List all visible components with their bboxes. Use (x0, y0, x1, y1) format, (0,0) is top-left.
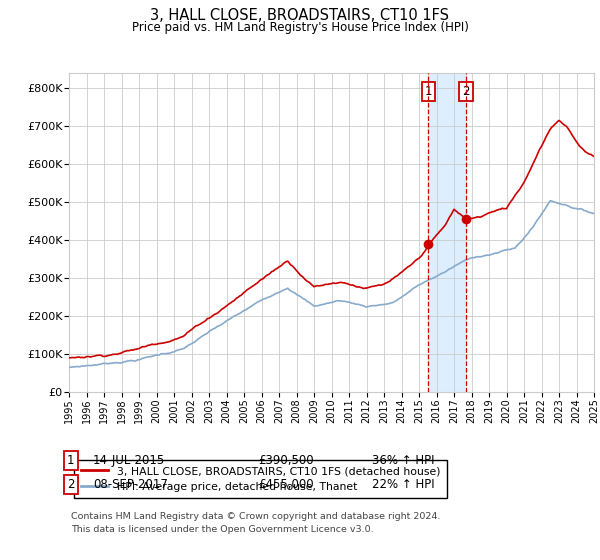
Text: 1: 1 (67, 454, 74, 467)
Text: 22% ↑ HPI: 22% ↑ HPI (372, 478, 434, 491)
Text: 3, HALL CLOSE, BROADSTAIRS, CT10 1FS: 3, HALL CLOSE, BROADSTAIRS, CT10 1FS (151, 8, 449, 24)
Text: Contains HM Land Registry data © Crown copyright and database right 2024.
This d: Contains HM Land Registry data © Crown c… (71, 512, 440, 534)
Text: £390,500: £390,500 (258, 454, 314, 467)
Text: Price paid vs. HM Land Registry's House Price Index (HPI): Price paid vs. HM Land Registry's House … (131, 21, 469, 34)
Text: 2: 2 (463, 85, 470, 99)
Legend: 3, HALL CLOSE, BROADSTAIRS, CT10 1FS (detached house), HPI: Average price, detac: 3, HALL CLOSE, BROADSTAIRS, CT10 1FS (de… (74, 460, 446, 498)
Text: 1: 1 (425, 85, 432, 99)
Text: 14-JUL-2015: 14-JUL-2015 (93, 454, 165, 467)
Text: 08-SEP-2017: 08-SEP-2017 (93, 478, 168, 491)
Text: 2: 2 (67, 478, 74, 491)
Bar (428, 73, 466, 392)
Text: 36% ↑ HPI: 36% ↑ HPI (372, 454, 434, 467)
Text: £455,000: £455,000 (258, 478, 314, 491)
